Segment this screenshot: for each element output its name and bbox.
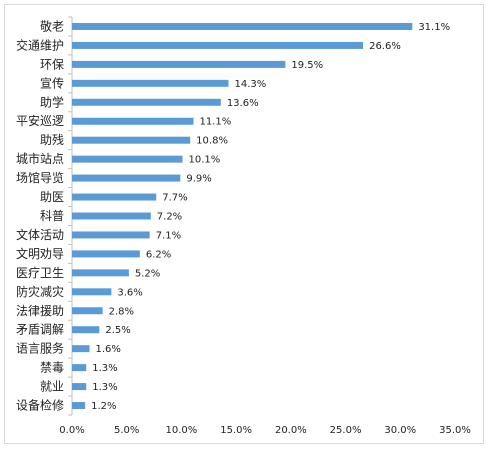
data-label: 2.5%	[105, 325, 130, 336]
bar	[72, 136, 191, 144]
category-label: 科普	[40, 209, 64, 223]
data-label: 5.2%	[135, 268, 160, 279]
x-tick-label: 25.0%	[330, 425, 362, 436]
category-label: 环保	[40, 57, 64, 71]
bar	[72, 383, 87, 391]
category-label: 助残	[40, 133, 64, 147]
data-label: 1.3%	[92, 382, 117, 393]
data-label: 1.3%	[92, 363, 117, 374]
category-label: 敬老	[40, 19, 64, 33]
data-label: 6.2%	[146, 249, 171, 260]
bar	[72, 22, 413, 30]
bar	[72, 60, 286, 68]
bar	[72, 326, 100, 334]
x-tick-label: 0.0%	[59, 425, 84, 436]
category-label: 医疗卫生	[16, 266, 64, 280]
x-tick-label: 5.0%	[114, 425, 139, 436]
data-label: 10.1%	[189, 155, 221, 166]
bar	[72, 155, 183, 163]
category-label: 法律援助	[16, 304, 64, 318]
bar	[72, 364, 87, 372]
bar	[72, 250, 140, 258]
category-label: 平安巡逻	[16, 113, 64, 128]
bar	[72, 288, 112, 296]
category-label: 语言服务	[16, 341, 64, 356]
data-label: 9.9%	[186, 174, 211, 185]
category-label: 文体活动	[16, 227, 64, 242]
category-label: 场馆导览	[16, 170, 64, 185]
bar	[72, 212, 151, 220]
data-label: 19.5%	[291, 60, 323, 71]
data-label: 3.6%	[117, 287, 142, 298]
bar	[72, 307, 103, 315]
category-label: 交通维护	[16, 37, 64, 52]
data-label: 1.6%	[96, 344, 121, 355]
bar	[72, 117, 194, 125]
data-label: 13.6%	[227, 98, 259, 109]
x-tick-label: 20.0%	[275, 425, 307, 436]
category-label: 防灾减灾	[16, 284, 64, 299]
category-label: 城市站点	[16, 151, 64, 166]
category-label: 宣传	[40, 75, 64, 90]
x-tick-label: 15.0%	[220, 425, 252, 436]
data-label: 26.6%	[369, 41, 401, 52]
bar	[72, 79, 229, 87]
category-label: 矛盾调解	[16, 323, 64, 337]
category-label: 助医	[40, 190, 64, 204]
bar	[72, 98, 221, 106]
data-label: 11.1%	[199, 117, 231, 128]
data-label: 31.1%	[418, 22, 450, 33]
bar	[72, 231, 150, 239]
category-label: 文明劝导	[16, 246, 64, 261]
category-label: 助学	[40, 94, 64, 109]
category-label: 设备检修	[16, 398, 64, 413]
data-label: 14.3%	[234, 79, 266, 90]
x-tick-label: 10.0%	[166, 425, 198, 436]
data-label: 7.2%	[157, 212, 182, 223]
data-label: 10.8%	[196, 136, 228, 147]
bar	[72, 345, 90, 353]
bar	[72, 41, 364, 49]
bar	[72, 193, 157, 201]
bar	[72, 269, 129, 277]
x-tick-label: 30.0%	[384, 425, 416, 436]
data-label: 7.1%	[156, 230, 181, 241]
category-label: 就业	[40, 380, 64, 394]
x-tick-label: 35.0%	[439, 425, 471, 436]
data-label: 7.7%	[162, 193, 187, 204]
category-label: 禁毒	[40, 361, 64, 375]
bar	[72, 402, 86, 410]
data-label: 1.2%	[91, 401, 116, 412]
data-label: 2.8%	[109, 306, 134, 317]
bar	[72, 174, 181, 182]
